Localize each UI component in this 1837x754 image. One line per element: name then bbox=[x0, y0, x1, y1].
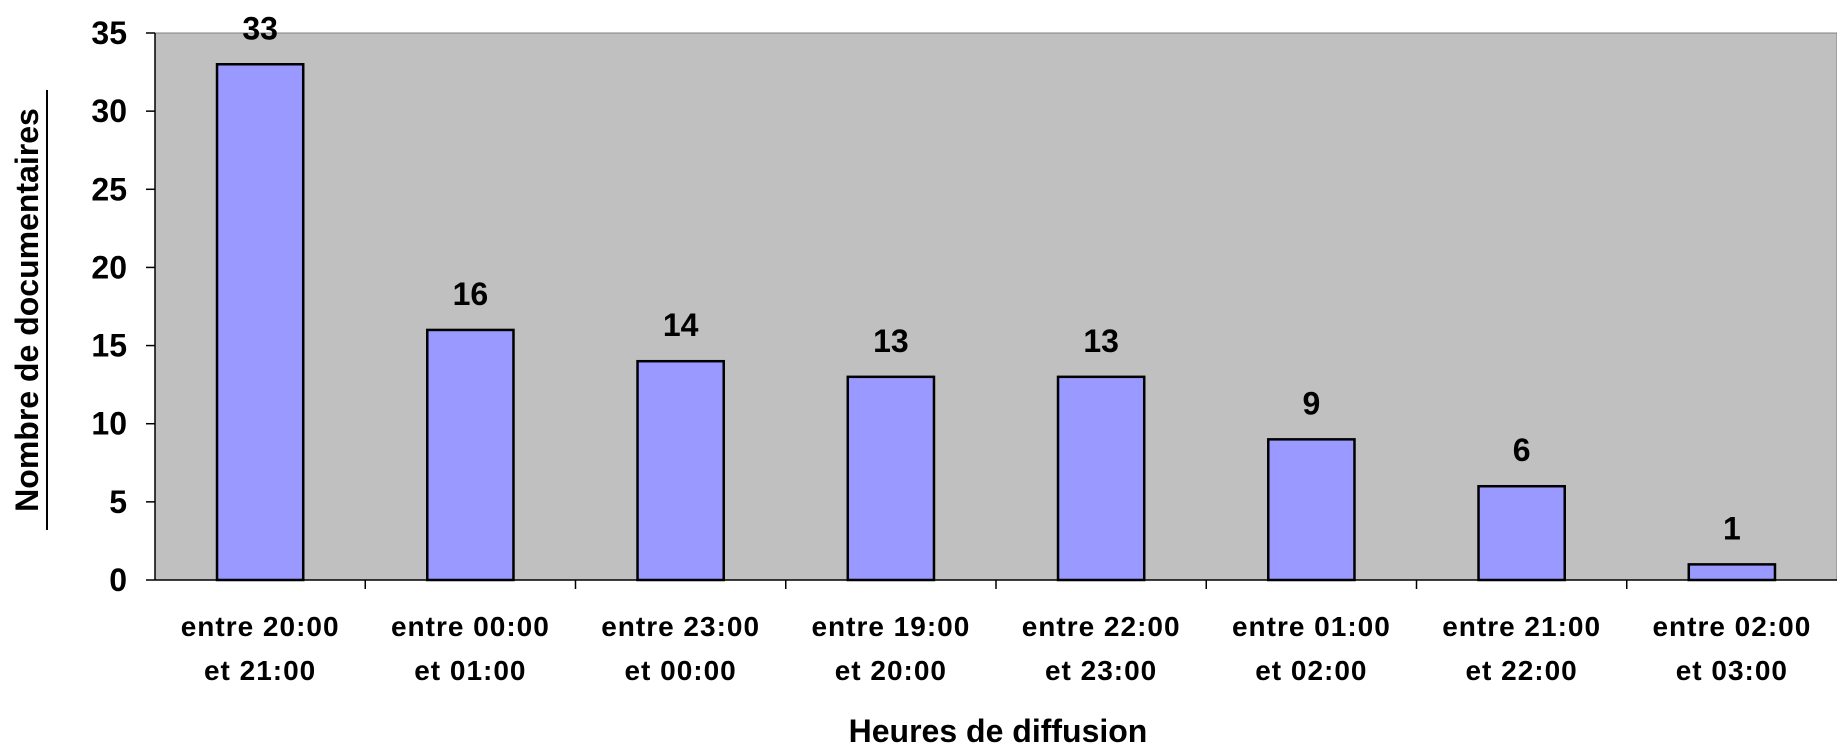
bar bbox=[1268, 439, 1354, 580]
x-tick-label: entre 21:00 et 22:00 bbox=[1442, 611, 1601, 686]
bar bbox=[1479, 486, 1565, 580]
x-tick-label: entre 00:00 et 01:00 bbox=[391, 611, 550, 686]
y-tick-label: 20 bbox=[91, 249, 127, 285]
y-tick-label: 0 bbox=[109, 562, 127, 598]
y-tick-label: 25 bbox=[91, 171, 127, 207]
y-tick-label: 15 bbox=[91, 328, 127, 364]
y-tick-label: 30 bbox=[91, 93, 127, 129]
bar bbox=[427, 330, 513, 580]
x-axis-title: Heures de diffusion bbox=[849, 713, 1148, 749]
bar bbox=[638, 361, 724, 580]
bar-value-label: 14 bbox=[663, 307, 699, 343]
bar-value-label: 9 bbox=[1302, 385, 1320, 421]
y-tick-label: 35 bbox=[91, 15, 127, 51]
bar-value-label: 1 bbox=[1723, 510, 1741, 546]
x-tick-label: entre 22:00 et 23:00 bbox=[1022, 611, 1181, 686]
bar-value-label: 16 bbox=[453, 276, 489, 312]
bar-value-label: 13 bbox=[1083, 323, 1119, 359]
bar-value-label: 13 bbox=[873, 323, 909, 359]
bar-value-label: 6 bbox=[1513, 432, 1531, 468]
x-tick-label: entre 19:00 et 20:00 bbox=[811, 611, 970, 686]
y-tick-label: 10 bbox=[91, 406, 127, 442]
x-tick-label: entre 20:00 et 21:00 bbox=[181, 611, 340, 686]
bar-value-label: 33 bbox=[242, 10, 278, 46]
y-tick-label: 5 bbox=[109, 484, 127, 520]
x-tick-label: entre 23:00 et 00:00 bbox=[601, 611, 760, 686]
bar bbox=[848, 377, 934, 580]
bar bbox=[1689, 564, 1775, 580]
bar bbox=[217, 64, 303, 580]
y-axis-title: Nombre de documentaires bbox=[9, 108, 45, 512]
plot-area bbox=[155, 33, 1837, 580]
x-tick-label: entre 01:00 et 02:00 bbox=[1232, 611, 1391, 686]
x-tick-label: entre 02:00 et 03:00 bbox=[1652, 611, 1811, 686]
bar bbox=[1058, 377, 1144, 580]
